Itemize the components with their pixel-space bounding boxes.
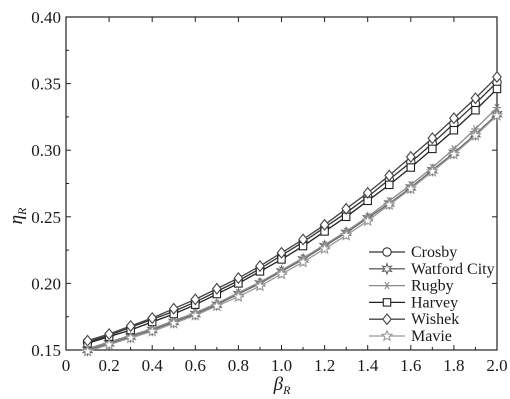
data-point-wishek [125, 319, 136, 333]
legend-marker [381, 262, 393, 276]
data-point-mavie [145, 324, 159, 337]
data-point-harvey [471, 105, 480, 115]
x-tick-label: 1.2 [314, 356, 335, 375]
y-tick-label: 0.35 [31, 75, 61, 94]
data-point-wishek [427, 132, 438, 145]
data-point-rugby [492, 103, 502, 112]
legend-item-wishek: Wishek [369, 311, 459, 328]
x-tick-label: 0.2 [98, 356, 119, 375]
data-point-wishek [362, 186, 373, 199]
data-point-wishek [448, 112, 459, 125]
x-axis-label: βR [273, 374, 291, 397]
data-point-wishek [319, 218, 330, 231]
data-point-wishek [190, 293, 201, 306]
data-point-mavie [339, 228, 353, 241]
data-point-wishek [470, 92, 481, 105]
data-point-mavie [253, 279, 267, 292]
data-point-mavie [490, 108, 504, 121]
data-point-mavie [447, 147, 461, 160]
data-point-mavie [469, 128, 482, 141]
legend-marker [382, 281, 392, 290]
data-point-mavie [167, 316, 181, 329]
data-point-wishek [492, 70, 502, 84]
y-axis-label: ηR [6, 207, 29, 224]
legend-marker [382, 247, 392, 257]
data-point-mavie [426, 164, 439, 177]
x-tick-label: 0.4 [142, 356, 164, 375]
x-tick-label: 2.0 [486, 356, 507, 375]
y-tick-label: 0.15 [31, 341, 61, 360]
data-point-mavie [210, 299, 224, 312]
x-tick-label: 0.8 [228, 356, 249, 375]
legend-marker [380, 329, 394, 342]
series-mavie [81, 108, 504, 357]
data-point-wishek [276, 246, 287, 259]
y-tick-label: 0.30 [31, 141, 61, 160]
data-point-mavie [81, 344, 94, 357]
legend-item-rugby: Rugby [369, 278, 454, 295]
legend-label: Watford City [411, 261, 495, 278]
legend-item-watford-city: Watford City [369, 261, 495, 278]
legend-marker [382, 313, 392, 326]
x-tick-label: 1.4 [357, 356, 379, 375]
data-point-harvey [384, 180, 394, 190]
x-tick-label: 1.0 [271, 356, 292, 375]
data-point-mavie [404, 182, 418, 195]
data-point-mavie [382, 198, 396, 211]
x-tick-label: 1.8 [443, 356, 464, 375]
legend-item-harvey: Harvey [369, 294, 458, 311]
data-point-wishek [405, 150, 416, 163]
data-point-wishek [168, 302, 179, 315]
legend-marker [382, 298, 392, 307]
legend-label: Wishek [411, 311, 459, 328]
data-point-mavie [232, 290, 245, 303]
y-tick-label: 0.40 [31, 8, 61, 27]
x-tick-label: 0.6 [185, 356, 206, 375]
data-point-rugby [471, 124, 480, 133]
data-point-wishek [298, 233, 308, 246]
data-point-mavie [296, 255, 310, 268]
data-point-wishek [341, 202, 352, 215]
axis-ticks: 0 0.2 0.4 0.6 0.8 1.0 1.2 1.4 1.6 1.8 2.0 0.15 0.20 0… [31, 8, 507, 375]
series-wishek [82, 70, 502, 347]
y-tick-label: 0.20 [31, 274, 61, 293]
data-point-harvey [449, 125, 459, 135]
data-point-harvey [492, 84, 502, 94]
data-point-mavie [318, 242, 331, 255]
x-tick-label: 0 [62, 356, 71, 375]
y-tick-label: 0.25 [31, 208, 61, 227]
legend-label: Rugby [411, 278, 454, 295]
data-point-mavie [275, 267, 288, 280]
data-point-mavie [188, 308, 202, 321]
data-point-wishek [384, 169, 395, 182]
data-point-mavie [124, 331, 137, 344]
legend-label: Crosby [411, 244, 457, 261]
data-point-wishek [255, 260, 265, 273]
legend-label: Harvey [411, 294, 458, 311]
data-point-mavie [102, 338, 116, 351]
data-point-wishek [147, 311, 158, 325]
data-point-harvey [406, 163, 416, 172]
legend-label: Mavie [411, 328, 452, 345]
legend-item-crosby: Crosby [369, 244, 457, 261]
data-point-mavie [361, 214, 375, 227]
data-point-harvey [428, 144, 437, 154]
data-point-wishek [211, 282, 222, 295]
legend-item-mavie: Mavie [369, 328, 452, 345]
data-point-wishek [233, 271, 244, 285]
series-layer [81, 70, 504, 357]
x-tick-label: 1.6 [400, 356, 421, 375]
